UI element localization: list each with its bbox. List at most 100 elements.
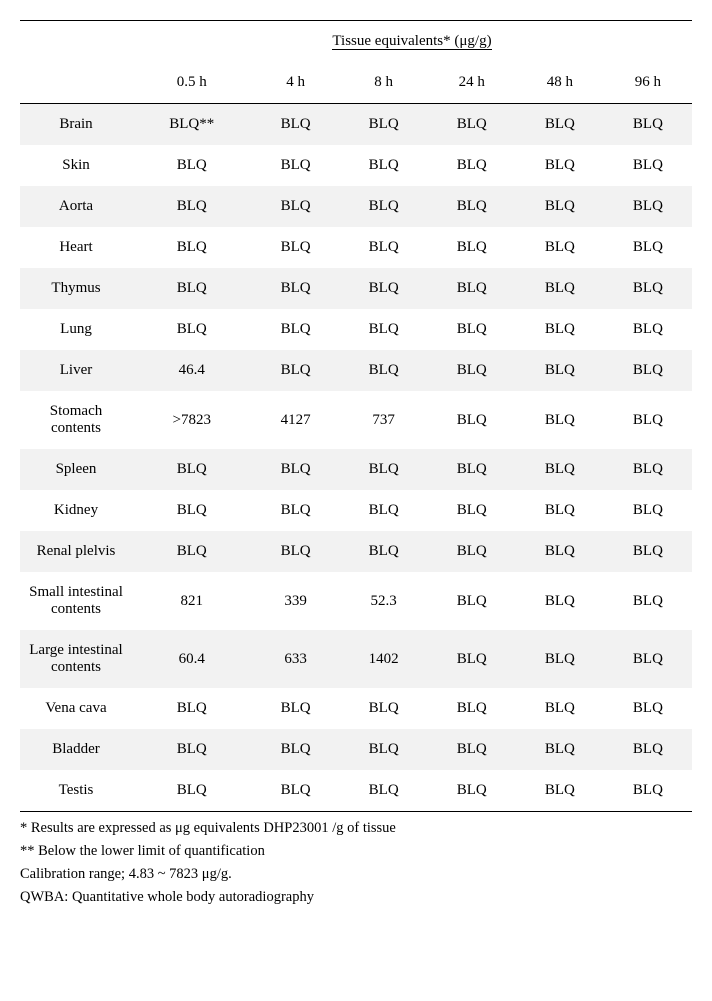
cell: BLQ: [428, 531, 516, 572]
cell: BLQ: [340, 350, 428, 391]
col-header: 48 h: [516, 62, 604, 104]
cell: BLQ: [252, 145, 340, 186]
tissue-equivalents-table: Tissue equivalents* (μg/g) 0.5 h 4 h 8 h…: [20, 20, 692, 812]
cell: 1402: [340, 630, 428, 688]
row-label: Lung: [20, 309, 132, 350]
cell: BLQ: [252, 490, 340, 531]
cell: BLQ: [604, 449, 692, 490]
cell: 60.4: [132, 630, 252, 688]
cell: BLQ: [132, 268, 252, 309]
row-label: Kidney: [20, 490, 132, 531]
cell: BLQ: [252, 729, 340, 770]
cell: BLQ: [604, 104, 692, 146]
row-label: Stomach contents: [20, 391, 132, 449]
header-spanner: Tissue equivalents* (μg/g): [132, 21, 692, 63]
cell: BLQ: [252, 531, 340, 572]
table-row: TestisBLQBLQBLQBLQBLQBLQ: [20, 770, 692, 812]
cell: BLQ: [340, 770, 428, 812]
cell: BLQ: [428, 729, 516, 770]
row-label: Liver: [20, 350, 132, 391]
cell: BLQ: [132, 309, 252, 350]
cell: 4127: [252, 391, 340, 449]
cell: BLQ: [428, 227, 516, 268]
row-label: Aorta: [20, 186, 132, 227]
cell: BLQ: [604, 309, 692, 350]
cell: BLQ: [340, 490, 428, 531]
cell: BLQ: [252, 186, 340, 227]
cell: BLQ: [604, 729, 692, 770]
cell: BLQ: [428, 688, 516, 729]
cell: BLQ: [604, 490, 692, 531]
table-row: ThymusBLQBLQBLQBLQBLQBLQ: [20, 268, 692, 309]
table-row: SpleenBLQBLQBLQBLQBLQBLQ: [20, 449, 692, 490]
cell: BLQ: [428, 630, 516, 688]
cell: BLQ: [604, 186, 692, 227]
cell: BLQ: [340, 186, 428, 227]
table-row: Large intestinal contents60.46331402BLQB…: [20, 630, 692, 688]
cell: BLQ: [604, 531, 692, 572]
cell: BLQ: [252, 104, 340, 146]
table-row: BladderBLQBLQBLQBLQBLQBLQ: [20, 729, 692, 770]
col-header: 96 h: [604, 62, 692, 104]
cell: BLQ: [428, 350, 516, 391]
table-row: Liver46.4BLQBLQBLQBLQBLQ: [20, 350, 692, 391]
cell: BLQ: [252, 268, 340, 309]
column-header-row: 0.5 h 4 h 8 h 24 h 48 h 96 h: [20, 62, 692, 104]
footnotes: * Results are expressed as μg equivalent…: [20, 820, 692, 906]
cell: BLQ: [132, 531, 252, 572]
footnote-2: ** Below the lower limit of quantificati…: [20, 843, 692, 860]
cell: BLQ: [340, 729, 428, 770]
header-blank-2: [20, 62, 132, 104]
cell: BLQ: [516, 268, 604, 309]
cell: BLQ: [516, 227, 604, 268]
cell: BLQ: [604, 630, 692, 688]
table-row: KidneyBLQBLQBLQBLQBLQBLQ: [20, 490, 692, 531]
cell: BLQ: [340, 531, 428, 572]
cell: BLQ: [516, 729, 604, 770]
cell: 46.4: [132, 350, 252, 391]
row-label: Vena cava: [20, 688, 132, 729]
cell: BLQ: [252, 227, 340, 268]
cell: BLQ: [132, 729, 252, 770]
cell: BLQ: [340, 104, 428, 146]
cell: BLQ: [604, 688, 692, 729]
cell: BLQ: [132, 227, 252, 268]
col-header: 24 h: [428, 62, 516, 104]
row-label: Thymus: [20, 268, 132, 309]
cell: 821: [132, 572, 252, 630]
spanner-label: Tissue equivalents* (μg/g): [332, 33, 491, 50]
cell: 633: [252, 630, 340, 688]
cell: BLQ: [252, 688, 340, 729]
cell: BLQ: [252, 770, 340, 812]
col-header: 4 h: [252, 62, 340, 104]
cell: 52.3: [340, 572, 428, 630]
table-row: Small intestinal contents82133952.3BLQBL…: [20, 572, 692, 630]
cell: BLQ: [340, 688, 428, 729]
table-row: Renal plelvisBLQBLQBLQBLQBLQBLQ: [20, 531, 692, 572]
row-label: Heart: [20, 227, 132, 268]
cell: BLQ: [252, 350, 340, 391]
cell: BLQ: [604, 227, 692, 268]
col-header: 0.5 h: [132, 62, 252, 104]
row-label: Spleen: [20, 449, 132, 490]
cell: >7823: [132, 391, 252, 449]
table-row: BrainBLQ**BLQBLQBLQBLQBLQ: [20, 104, 692, 146]
cell: BLQ: [340, 268, 428, 309]
cell: BLQ: [428, 449, 516, 490]
cell: BLQ: [604, 350, 692, 391]
cell: BLQ: [516, 104, 604, 146]
cell: BLQ**: [132, 104, 252, 146]
cell: BLQ: [516, 449, 604, 490]
cell: BLQ: [428, 145, 516, 186]
cell: BLQ: [132, 688, 252, 729]
cell: BLQ: [132, 770, 252, 812]
cell: 737: [340, 391, 428, 449]
cell: BLQ: [516, 350, 604, 391]
cell: BLQ: [252, 309, 340, 350]
cell: BLQ: [428, 490, 516, 531]
table-row: HeartBLQBLQBLQBLQBLQBLQ: [20, 227, 692, 268]
cell: BLQ: [516, 490, 604, 531]
cell: BLQ: [132, 186, 252, 227]
table-row: Stomach contents>78234127737BLQBLQBLQ: [20, 391, 692, 449]
footnote-1: * Results are expressed as μg equivalent…: [20, 820, 692, 837]
